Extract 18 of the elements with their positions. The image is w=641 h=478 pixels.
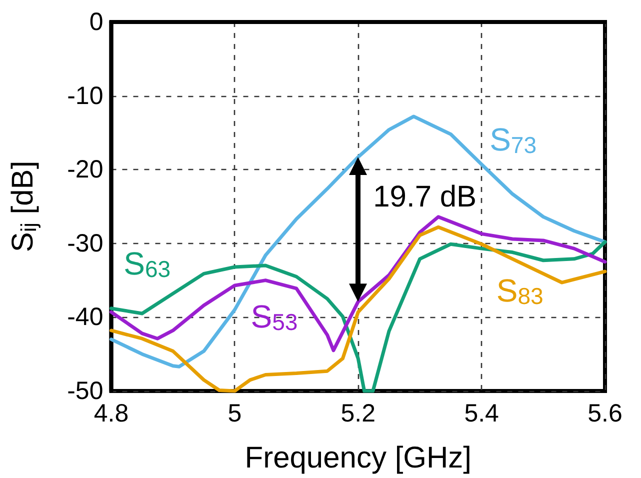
y-tick-label: -10: [67, 82, 104, 110]
x-tick-label: 5.4: [464, 400, 500, 428]
line-series: [110, 114, 607, 368]
x-axis-title: Frequency [GHz]: [244, 442, 472, 474]
series-label: S83: [496, 272, 544, 310]
x-tick-label: 5: [228, 400, 242, 428]
line-series: [110, 215, 607, 352]
y-tick-label: -40: [67, 303, 104, 332]
x-tick-label: 5.2: [340, 400, 376, 428]
y-tick-label: 0: [89, 8, 104, 36]
annotation: 19.7 dB: [373, 180, 477, 214]
y-tick-label: -30: [67, 229, 104, 258]
series-label: S63: [124, 245, 171, 282]
x-tick-label: 5.6: [588, 400, 622, 428]
series-label: S73: [490, 121, 537, 158]
y-axis-title: Sij [dB]: [6, 160, 41, 252]
series-label: S53: [250, 298, 298, 336]
y-tick-label: -20: [67, 156, 104, 184]
